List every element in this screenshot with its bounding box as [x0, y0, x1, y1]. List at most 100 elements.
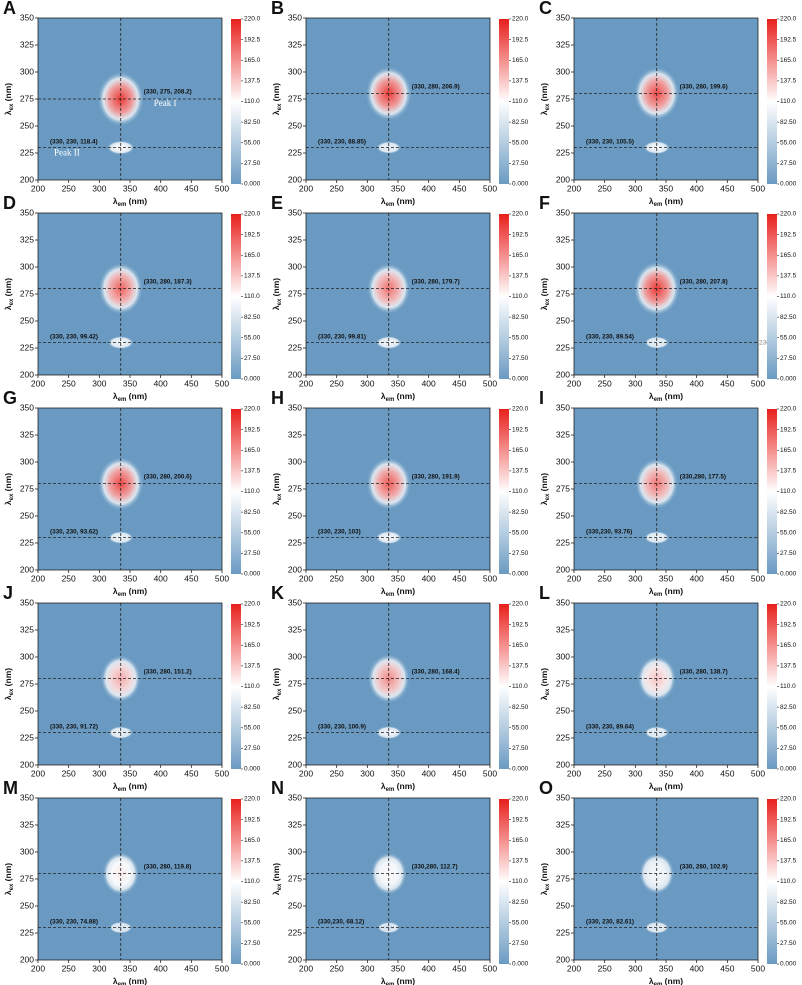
colorbar-tick-label: 192.5 — [780, 36, 797, 43]
colorbar-tick-label: 220.0 — [244, 211, 261, 218]
y-axis-label: λex (nm) — [271, 668, 282, 700]
peak-name: Peak II — [54, 148, 80, 158]
y-axis-label: λex (nm) — [3, 668, 14, 700]
label-part: λ — [381, 196, 386, 206]
x-tick-label: 500 — [751, 573, 765, 583]
y-tick-label: 300 — [556, 846, 570, 856]
y-tick-label: 275 — [556, 93, 570, 103]
panel: A (330, 275, 208.2) (330, 230, 118.4) Peak … — [3, 0, 261, 208]
colorbar-tick-label: 137.5 — [244, 273, 261, 280]
label-subscript: em — [118, 397, 127, 403]
label-part: λ — [3, 890, 13, 895]
label-part: (nm) — [126, 586, 147, 596]
label-part: (nm) — [271, 278, 281, 299]
label-subscript: ex — [545, 493, 551, 500]
label-part: λ — [649, 781, 654, 791]
label-part: (nm) — [394, 586, 415, 596]
label-subscript: em — [386, 397, 395, 403]
label-part: λ — [539, 695, 549, 700]
colorbar-tick-label: 192.5 — [512, 621, 529, 628]
colorbar-tick-label: 220.0 — [512, 16, 529, 23]
colorbar-tick-label: 82.50 — [244, 899, 261, 906]
x-tick-label: 400 — [690, 573, 704, 583]
colorbar-tick-label: 110.0 — [780, 683, 796, 690]
x-axis-label: λem (nm) — [381, 196, 415, 207]
y-tick-label: 200 — [20, 174, 34, 184]
colorbar-tick-label: 0.000 — [244, 571, 261, 578]
label-part: λ — [649, 391, 654, 401]
colorbar — [767, 799, 777, 964]
colorbar-tick-label: 27.50 — [512, 160, 529, 167]
y-tick-label: 325 — [556, 624, 570, 634]
colorbar-tick-label: 27.50 — [780, 550, 797, 557]
x-axis-label: λem (nm) — [113, 976, 147, 985]
x-tick-label: 400 — [154, 573, 168, 583]
y-tick-label: 275 — [20, 678, 34, 688]
y-tick-label: 325 — [20, 39, 34, 49]
colorbar-tick-label: 137.5 — [244, 468, 261, 475]
x-tick-label: 250 — [598, 573, 612, 583]
y-tick-label: 200 — [556, 564, 570, 574]
y-tick-label: 250 — [20, 510, 34, 520]
colorbar-tick-label: 55.00 — [512, 724, 529, 731]
colorbar-tick-label: 110.0 — [244, 488, 260, 495]
y-axis-label: λex (nm) — [539, 278, 550, 310]
colorbar — [231, 604, 241, 769]
peak-label: (330, 230, 89.64) — [586, 723, 634, 730]
colorbar-tick-label: 192.5 — [244, 231, 261, 238]
panel: I (330,280, 177.5) (330,230, 93.76) 200 250 3… — [539, 388, 797, 598]
y-axis-label: λex (nm) — [3, 83, 14, 115]
peak-label: (330, 280, 206.9) — [412, 83, 460, 90]
x-tick-label: 450 — [452, 963, 466, 973]
peak-label: (330, 280, 168.4) — [412, 668, 460, 675]
peak-label: (330, 230, 100.9) — [318, 723, 366, 730]
x-tick-label: 450 — [720, 573, 734, 583]
x-tick-label: 500 — [751, 963, 765, 973]
colorbar-tick-label: 55.00 — [512, 139, 529, 146]
peak-label: (330, 230, 91.72) — [50, 723, 98, 730]
colorbar-tick-label: 137.5 — [512, 273, 529, 280]
y-tick-label: 325 — [288, 624, 302, 634]
colorbar-tick-label: 192.5 — [512, 816, 529, 823]
label-part: λ — [113, 391, 118, 401]
peak-label: (330, 230, 93.62) — [50, 528, 98, 535]
y-tick-label: 225 — [288, 342, 302, 352]
label-part: λ — [113, 586, 118, 596]
x-tick-label: 400 — [690, 963, 704, 973]
colorbar — [499, 19, 509, 184]
x-tick-label: 500 — [215, 378, 229, 388]
colorbar-tick-label: 165.0 — [244, 837, 261, 844]
x-tick-label: 500 — [483, 768, 497, 778]
x-tick-label: 200 — [299, 768, 313, 778]
label-part: (nm) — [126, 781, 147, 791]
y-tick-label: 300 — [288, 456, 302, 466]
y-tick-label: 350 — [556, 792, 570, 802]
label-part: λ — [381, 586, 386, 596]
y-tick-label: 300 — [288, 66, 302, 76]
y-tick-label: 275 — [288, 93, 302, 103]
colorbar-tick-label: 82.50 — [512, 119, 529, 126]
label-part: (nm) — [3, 83, 13, 104]
colorbar-tick-label: 220.0 — [780, 601, 797, 608]
label-part: (nm) — [126, 196, 147, 206]
x-tick-label: 200 — [299, 573, 313, 583]
x-tick-label: 350 — [391, 573, 405, 583]
x-tick-label: 400 — [422, 963, 436, 973]
x-tick-label: 250 — [62, 378, 76, 388]
label-subscript: ex — [545, 298, 551, 305]
label-part: (nm) — [3, 863, 13, 884]
label-part: λ — [271, 695, 281, 700]
x-tick-label: 350 — [659, 963, 673, 973]
colorbar-tick-label: 165.0 — [244, 642, 261, 649]
colorbar-tick-label: 165.0 — [244, 57, 261, 64]
label-part: λ — [3, 500, 13, 505]
peak-label: (330, 280, 138.7) — [680, 668, 728, 675]
colorbar-tick-label: 82.50 — [780, 119, 797, 126]
y-tick-label: 350 — [288, 12, 302, 22]
y-tick-label: 350 — [288, 207, 302, 217]
x-tick-label: 300 — [92, 378, 106, 388]
colorbar-tick-label: 220.0 — [244, 601, 261, 608]
y-tick-label: 275 — [20, 873, 34, 883]
colorbar-tick-label: 192.5 — [780, 816, 797, 823]
panel-letter: A — [3, 0, 16, 18]
